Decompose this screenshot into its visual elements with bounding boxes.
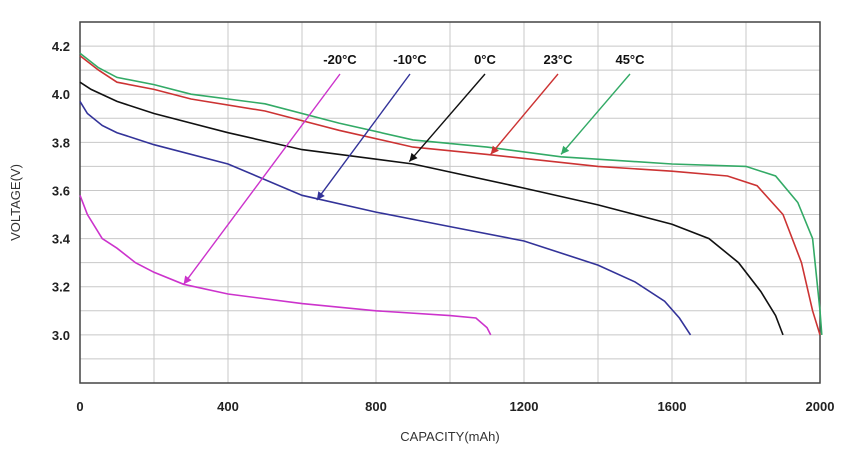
legend-label: -20°C: [323, 52, 357, 67]
legend-label: 23°C: [543, 52, 573, 67]
legend-arrow-head: [490, 145, 499, 155]
legend-arrow-line: [490, 73, 559, 155]
tick-labels: 0 400 800 1200 1600 2000 3.0 3.2 3.4 3.6 3.8 4.0 4.2: [52, 39, 835, 414]
legend-arrow-line: [183, 73, 341, 285]
series-line: [79, 55, 821, 336]
y-tick-label: 3.6: [52, 183, 70, 198]
legend-label: 45°C: [615, 52, 645, 67]
legend-arrows: [183, 73, 631, 285]
y-tick-label: 3.8: [52, 135, 70, 150]
series-line: [79, 52, 823, 335]
series-line: [79, 100, 692, 336]
x-tick-label: 800: [365, 399, 387, 414]
y-tick-label: 4.0: [52, 87, 70, 102]
y-tick-label: 3.0: [52, 328, 70, 343]
y-tick-label: 3.4: [52, 232, 71, 247]
series-line: [79, 81, 784, 336]
legend-label: 0°C: [474, 52, 496, 67]
x-tick-label: 0: [76, 399, 83, 414]
series-line: [79, 195, 492, 336]
x-tick-label: 400: [217, 399, 239, 414]
grid: [80, 22, 820, 383]
legend-arrow-head: [561, 145, 570, 155]
legend-arrow-line: [408, 73, 486, 163]
legend-arrow-head: [316, 191, 325, 201]
legend-arrow-head: [409, 152, 418, 162]
x-tick-label: 1200: [510, 399, 539, 414]
x-tick-label: 2000: [806, 399, 835, 414]
x-tick-label: 1600: [658, 399, 687, 414]
plot-frame: [79, 21, 821, 384]
legend-arrow-line: [560, 73, 631, 155]
y-tick-label: 4.2: [52, 39, 70, 54]
legend-labels: -20°C -10°C 0°C 23°C 45°C: [323, 52, 645, 67]
y-axis-label: VOLTAGE(V): [8, 164, 23, 241]
legend-arrow-line: [316, 73, 411, 201]
legend-label: -10°C: [393, 52, 427, 67]
series-lines: [79, 52, 823, 336]
x-axis-label: CAPACITY(mAh): [400, 429, 499, 444]
y-tick-label: 3.2: [52, 280, 70, 295]
legend-arrow-head: [183, 275, 192, 285]
